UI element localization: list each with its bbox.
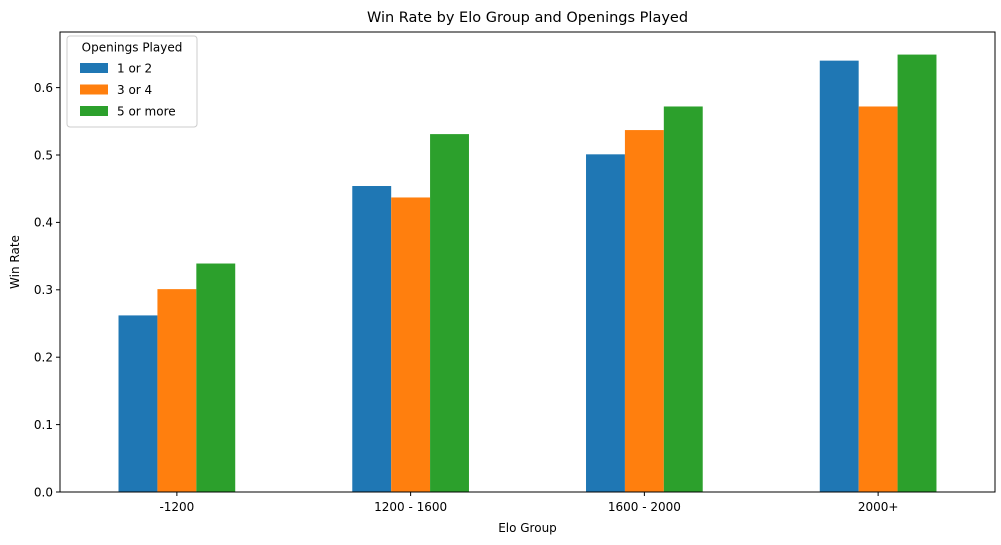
legend-frame [66, 35, 198, 128]
legend-swatch [80, 84, 108, 95]
bar--1200-1-or-2 [118, 315, 158, 492]
y-tick-label: 0.1 [34, 418, 53, 432]
y-tick-label: 0.4 [34, 216, 53, 230]
y-axis-label: Win Rate [8, 235, 22, 289]
y-tick-label: 0.0 [34, 485, 53, 499]
bar-1200-1600-3-or-4 [391, 197, 431, 492]
bar--1200-5-or-more [196, 263, 236, 492]
x-tick-label: 1600 - 2000 [608, 500, 681, 514]
bar-1600-2000-3-or-4 [624, 130, 664, 492]
y-tick-label: 0.2 [34, 351, 53, 365]
legend-title: Openings Played [82, 41, 183, 55]
legend: Openings Played 1 or 2 3 or 4 5 or more [66, 35, 198, 128]
plot-frame [59, 31, 996, 493]
legend-items: 1 or 2 3 or 4 5 or more [80, 62, 176, 119]
x-axis-label: Elo Group [498, 521, 557, 535]
bars-group [118, 54, 937, 493]
legend-swatch [80, 63, 108, 73]
bar-2000+-5-or-more [897, 54, 937, 492]
bar--1200-3-or-4 [157, 289, 197, 492]
x-tick-label: -1200 [159, 500, 194, 514]
legend-label: 1 or 2 [117, 62, 152, 76]
y-axis: 0.0 0.1 0.2 0.3 0.4 0.5 0.6 [34, 81, 60, 499]
x-tick-label: 1200 - 1600 [374, 500, 447, 514]
y-tick-label: 0.6 [34, 81, 53, 95]
legend-swatch [80, 106, 108, 116]
bar-1200-1600-5-or-more [430, 134, 469, 493]
y-tick-label: 0.5 [34, 148, 53, 162]
bar-1600-2000-5-or-more [663, 106, 703, 492]
x-axis: -1200 1200 - 1600 1600 - 2000 2000+ [159, 492, 898, 514]
bar-2000+-3-or-4 [858, 106, 898, 492]
chart-title: Win Rate by Elo Group and Openings Playe… [367, 10, 688, 26]
legend-label: 5 or more [117, 105, 176, 119]
bar-1600-2000-1-or-2 [586, 154, 625, 492]
bar-1200-1600-1-or-2 [352, 186, 392, 492]
legend-label: 3 or 4 [117, 83, 152, 97]
y-tick-label: 0.3 [34, 283, 53, 297]
bar-2000+-1-or-2 [819, 60, 859, 492]
x-tick-label: 2000+ [858, 500, 899, 514]
